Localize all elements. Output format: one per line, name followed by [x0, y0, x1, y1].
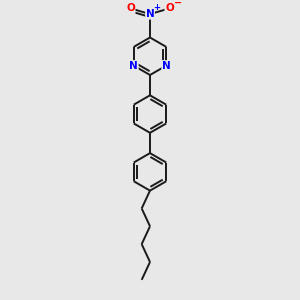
Text: N: N	[129, 61, 138, 70]
Text: O: O	[126, 3, 135, 14]
Text: O: O	[165, 3, 174, 14]
Text: N: N	[146, 9, 154, 19]
Text: N: N	[162, 61, 171, 70]
Text: −: −	[174, 0, 182, 8]
Text: +: +	[153, 3, 161, 12]
